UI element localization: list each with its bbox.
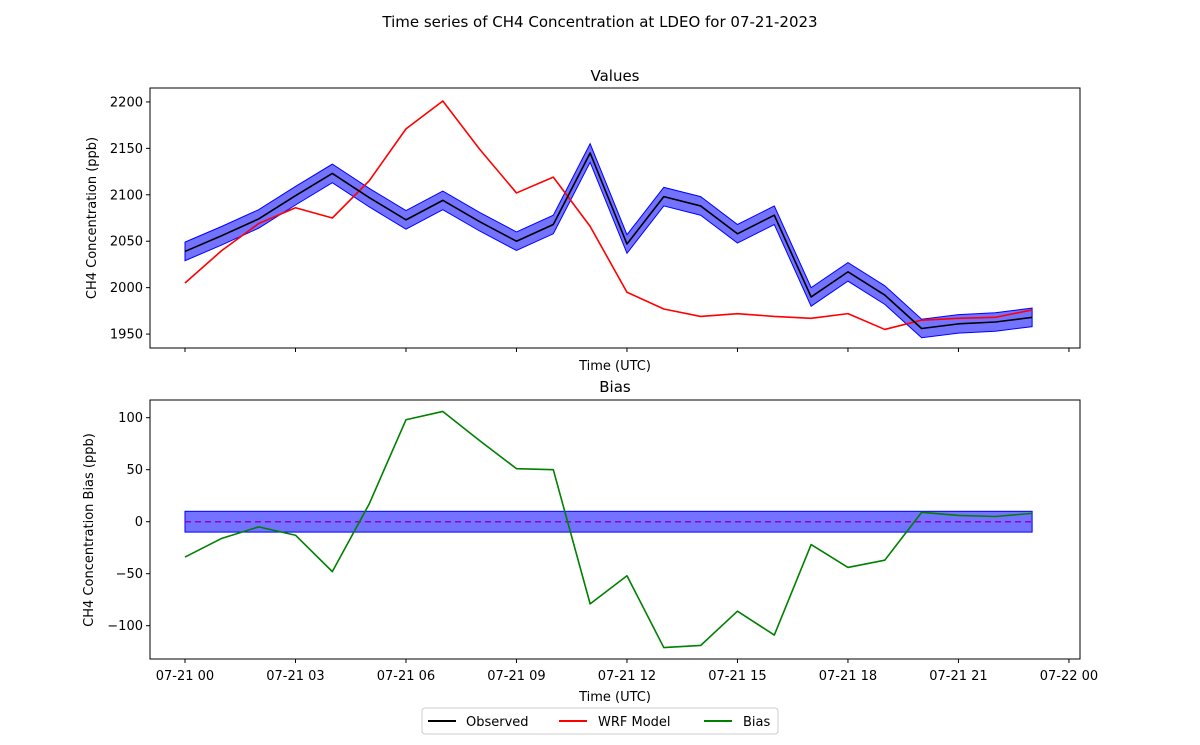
observed-series-line xyxy=(184,152,1033,330)
x-tick-label: 07-21 00 xyxy=(156,669,214,684)
model-series-line xyxy=(184,100,1033,331)
observed-band-area xyxy=(184,142,1033,339)
bias-y-ticks: −100 −50 0 50 100 xyxy=(107,411,150,634)
y-tick-label: 0 xyxy=(135,515,143,530)
observed-uncertainty-band xyxy=(184,142,1033,339)
legend-box xyxy=(421,707,779,735)
bias-y-axis-label: CH4 Concentration Bias (ppb) xyxy=(82,433,97,627)
values-panel-title: Values xyxy=(590,67,639,85)
x-tick-label: 07-21 06 xyxy=(377,669,435,684)
y-tick-label: −100 xyxy=(107,619,143,634)
values-plot-frame xyxy=(149,87,1081,349)
legend-bias-label: Bias xyxy=(743,715,770,730)
bias-panel-title: Bias xyxy=(599,378,631,396)
values-series-lines xyxy=(184,100,1033,331)
bias-x-axis-label: Time (UTC) xyxy=(578,690,651,705)
x-tick-label: 07-21 21 xyxy=(929,669,987,684)
y-tick-label: 2100 xyxy=(110,188,143,203)
x-tick-label: 07-21 12 xyxy=(598,669,656,684)
bias-series-line xyxy=(184,410,1033,649)
x-tick-label: 07-21 03 xyxy=(266,669,324,684)
bias-uncertainty-band xyxy=(184,510,1033,533)
y-tick-label: 2000 xyxy=(110,281,143,296)
y-tick-label: 50 xyxy=(126,463,143,478)
y-tick-label: 1950 xyxy=(110,328,143,343)
y-tick-label: 100 xyxy=(118,411,143,426)
legend-observed-label: Observed xyxy=(466,715,529,730)
y-tick-label: 2200 xyxy=(110,95,143,110)
y-tick-label: 2050 xyxy=(110,235,143,250)
y-tick-label: 2150 xyxy=(110,142,143,157)
bias-series-lines xyxy=(184,410,1033,649)
values-y-axis-label: CH4 Concentration (ppb) xyxy=(85,137,100,299)
values-x-axis-label: Time (UTC) xyxy=(578,359,651,374)
bias-x-ticks: 07-21 00 07-21 03 07-21 06 07-21 09 07-21 12… xyxy=(156,659,1098,684)
values-x-ticks xyxy=(184,348,1070,352)
legend: Observed WRF Model Bias xyxy=(421,707,779,735)
x-tick-label: 07-22 00 xyxy=(1040,669,1098,684)
values-panel: Values 1950 2000 2050 2100 2150 2200 Time (UT… xyxy=(85,67,1081,374)
y-tick-label: −50 xyxy=(116,567,143,582)
values-y-ticks: 1950 2000 2050 2100 2150 2200 xyxy=(110,95,150,343)
x-tick-label: 07-21 15 xyxy=(708,669,766,684)
x-tick-label: 07-21 18 xyxy=(819,669,877,684)
bias-plot-frame xyxy=(149,399,1081,660)
x-tick-label: 07-21 09 xyxy=(487,669,545,684)
legend-model-label: WRF Model xyxy=(598,715,671,730)
figure-title: Time series of CH4 Concentration at LDEO… xyxy=(381,13,817,31)
